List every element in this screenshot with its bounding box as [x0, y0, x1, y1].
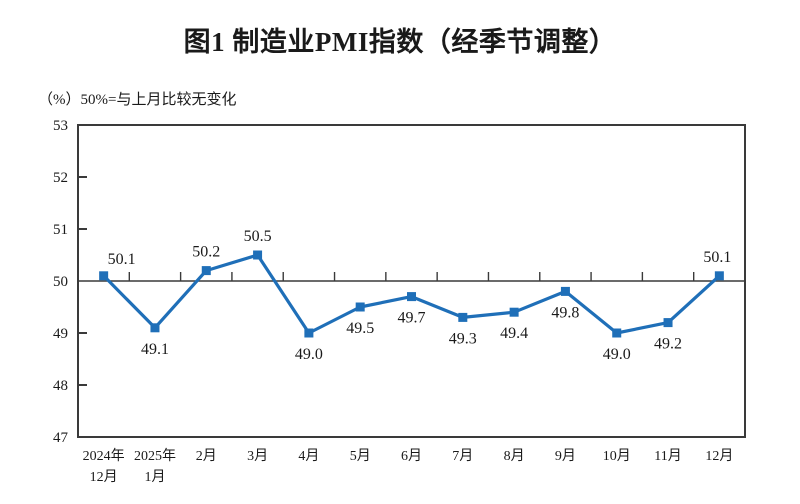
svg-text:50.5: 50.5: [244, 228, 272, 245]
svg-text:51: 51: [53, 222, 68, 238]
svg-text:4月: 4月: [298, 448, 319, 464]
svg-text:49.3: 49.3: [449, 330, 477, 347]
svg-text:50.1: 50.1: [703, 249, 731, 266]
svg-text:2月: 2月: [196, 448, 217, 464]
svg-text:12月: 12月: [705, 448, 733, 464]
svg-text:48: 48: [53, 378, 68, 394]
svg-text:9月: 9月: [555, 448, 576, 464]
svg-text:50.2: 50.2: [192, 244, 220, 261]
svg-text:49.0: 49.0: [295, 346, 323, 363]
svg-text:5月: 5月: [350, 448, 371, 464]
svg-text:49.5: 49.5: [346, 320, 374, 337]
svg-text:49.2: 49.2: [654, 336, 682, 353]
svg-text:7月: 7月: [452, 448, 473, 464]
pmi-series-markers: [99, 250, 724, 338]
svg-text:52: 52: [53, 170, 68, 186]
svg-text:6月: 6月: [401, 448, 422, 464]
page-title: 图1 制造业PMI指数（经季节调整）: [183, 27, 617, 57]
svg-text:49.8: 49.8: [551, 304, 579, 321]
reference-line-50: [78, 272, 745, 282]
svg-text:11月: 11月: [654, 448, 681, 464]
data-point-labels: 50.1 49.1 50.2 50.5 49.0 49.5 49.7 49.3 49.4 49.8…: [108, 228, 732, 363]
svg-text:49.1: 49.1: [141, 341, 169, 358]
svg-text:50: 50: [53, 274, 68, 290]
svg-text:49.4: 49.4: [500, 325, 528, 342]
svg-text:3月: 3月: [247, 448, 268, 464]
y-axis-ticks: [78, 176, 87, 386]
svg-text:53: 53: [53, 118, 68, 134]
y-axis-labels: 47 48 49 50 51 52 53: [53, 118, 69, 446]
x-axis-labels: 2024年 12月 2025年 1月 2月 3月 4月 5月 6月 7月 8月 9月 10月 11月 12月: [83, 448, 734, 485]
svg-text:50.1: 50.1: [108, 251, 136, 268]
svg-text:12月: 12月: [90, 469, 118, 485]
chart-subtitle: （%）50%=与上月比较无变化: [38, 92, 237, 108]
svg-text:49.0: 49.0: [603, 346, 631, 363]
svg-text:8月: 8月: [504, 448, 525, 464]
svg-text:47: 47: [53, 430, 69, 446]
svg-text:49.7: 49.7: [398, 310, 426, 327]
svg-text:2024年: 2024年: [83, 448, 125, 464]
svg-text:10月: 10月: [603, 448, 631, 464]
svg-text:2025年: 2025年: [134, 448, 176, 464]
svg-text:49: 49: [53, 326, 68, 342]
svg-text:1月: 1月: [144, 469, 165, 485]
